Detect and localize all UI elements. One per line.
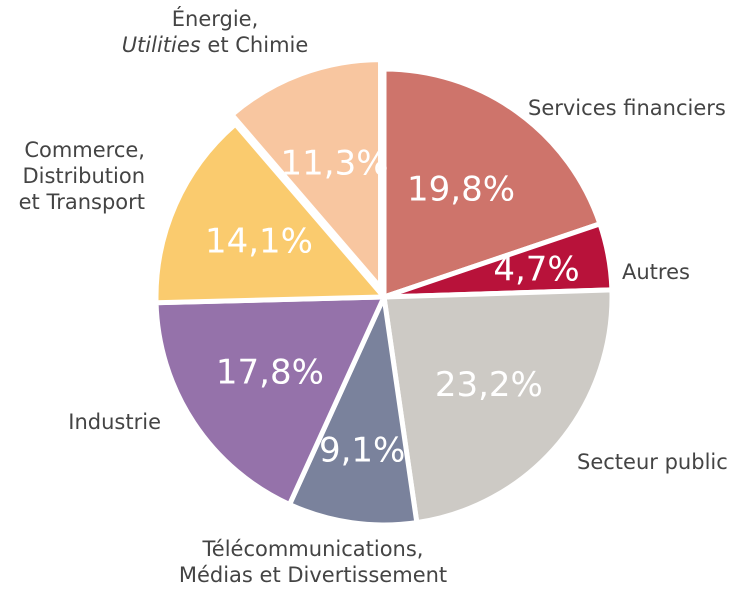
category-label-line: Énergie, (172, 6, 259, 31)
category-label-line: Médias et Divertissement (179, 563, 447, 587)
pct-label-secteur-public: 23,2% (435, 365, 543, 405)
pct-label-autres: 4,7% (493, 249, 579, 289)
pct-label-services-financiers: 19,8% (407, 170, 515, 210)
pct-label-commerce-distribution-et-transport: 14,1% (205, 221, 313, 261)
category-label-line: Télécommunications, (202, 537, 424, 561)
pct-label-industrie: 17,8% (216, 352, 324, 392)
category-label-line: Autres (622, 260, 690, 284)
category-label-secteur-public: Secteur public (577, 450, 728, 474)
category-label-line: Secteur public (577, 450, 728, 474)
category-label-services-financiers: Services financiers (528, 96, 726, 120)
category-label-telecommunications-medias-et-divertissement: Télécommunications, Médias et Divertissem… (179, 537, 447, 587)
slice-energie-utilities-et-chimie (228, 57, 384, 295)
category-label-line: Commerce, (24, 138, 145, 162)
percentage-labels: 19,8% 4,7% 23,2% 9,1% 17,8% 14,1% 11,3% (205, 144, 580, 471)
pct-label-energie-utilities-et-chimie: 11,3% (281, 144, 389, 184)
category-label-line: et Transport (19, 190, 145, 214)
category-label-line: Services financiers (528, 96, 726, 120)
pct-label-telecommunications-medias-et-divertissement: 9,1% (319, 430, 405, 470)
category-label-line: Utilities et Chimie (122, 33, 309, 57)
category-label-commerce-distribution-et-transport: Commerce, Distribution et Transport (19, 138, 145, 214)
slice-commerce-distribution-et-transport (153, 120, 390, 306)
category-labels: Services financiers Autres Secteur public T… (19, 6, 728, 587)
pie-slices (153, 57, 615, 528)
slice-telecommunications-medias-et-divertissement (286, 288, 420, 528)
category-label-line: Industrie (68, 410, 161, 434)
category-label-energie-utilities-et-chimie: Énergie, Utilities et Chimie (122, 6, 309, 57)
slice-industrie (153, 294, 388, 508)
category-label-industrie: Industrie (68, 410, 161, 434)
category-label-line: Distribution (22, 164, 145, 188)
slice-secteur-public (381, 287, 615, 526)
category-label-autres: Autres (622, 260, 690, 284)
